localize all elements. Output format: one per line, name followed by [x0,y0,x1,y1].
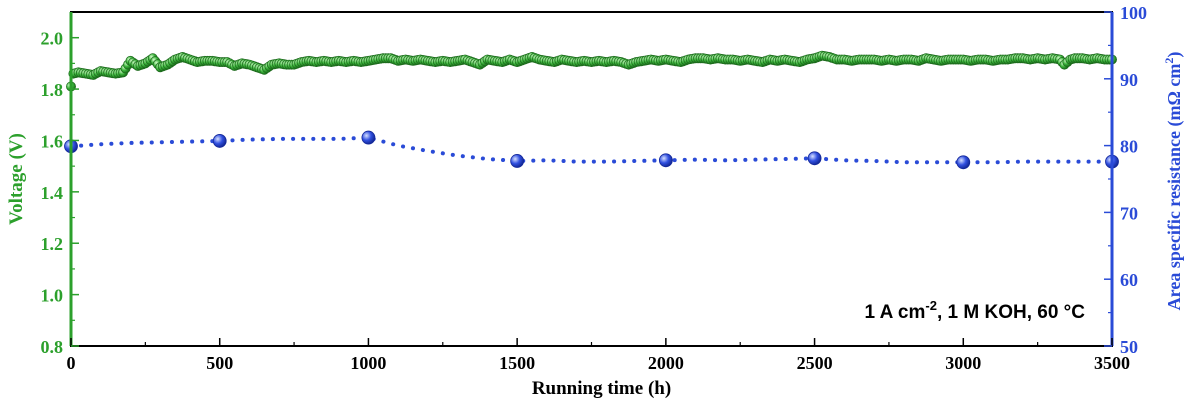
asr-dotted-line [69,135,1114,165]
asr-marker-500 [212,134,227,148]
y-left-tick-label-2: 2.0 [41,29,64,49]
x-tick-label-0: 0 [67,353,76,373]
y-left-tick-label-0.8: 0.8 [41,337,64,357]
y-left-tick-label-1: 1.0 [41,286,64,306]
x-tick-label-1500: 1500 [499,353,535,373]
series-left-group [66,50,1117,92]
x-tick-label-3000: 3000 [945,353,981,373]
axes-layer [69,11,1114,347]
y-left-axis-label: Voltage (V) [6,133,27,225]
y-left-tick-label-1.2: 1.2 [41,234,64,254]
asr-marker-2500 [807,151,822,166]
asr-marker-1000 [361,130,376,145]
y-left-tick-label-1.4: 1.4 [41,183,64,203]
y-right-tick-label-100: 100 [1120,3,1147,23]
labels-layer: 0 500 1000 1500 2000 2500 3000 3500 Running time… [6,3,1185,399]
y-right-tick-label-70: 70 [1120,203,1138,223]
series-layer [64,50,1119,170]
asr-marker-3000 [956,155,971,170]
x-tick-label-500: 500 [206,353,233,373]
asr-marker-1500 [510,154,525,168]
series-right-group [64,130,1119,170]
x-tick-label-1000: 1000 [350,353,386,373]
x-axis-label: Running time (h) [532,378,671,399]
annotation-sup: -2 [925,298,937,313]
y-right-tick-label-50: 50 [1120,337,1138,357]
y-right-axis-label-end: ) [1164,52,1185,58]
x-tick-label-3500: 3500 [1094,353,1130,373]
y-right-tick-label-60: 60 [1120,270,1138,290]
x-tick-label-2500: 2500 [797,353,833,373]
y-left-tick-label-1.8: 1.8 [41,80,64,100]
annotation-text: 1 A cm-2, 1 M KOH, 60 °C [865,298,1086,323]
annotation-part2: , 1 M KOH, 60 °C [937,302,1085,323]
y-right-axis-label: Area specific resistance (mΩ cm2) [1162,52,1185,311]
x-tick-label-2000: 2000 [648,353,684,373]
annotation-part1: 1 A cm [865,302,926,323]
asr-marker-2000 [658,153,673,168]
y-right-tick-label-80: 80 [1120,137,1138,157]
y-right-axis-label-main: Area specific resistance (mΩ cm [1164,64,1185,311]
y-right-tick-label-90: 90 [1120,70,1138,90]
y-right-axis-label-sup: 2 [1162,58,1176,64]
y-left-tick-label-1.6: 1.6 [41,131,64,151]
